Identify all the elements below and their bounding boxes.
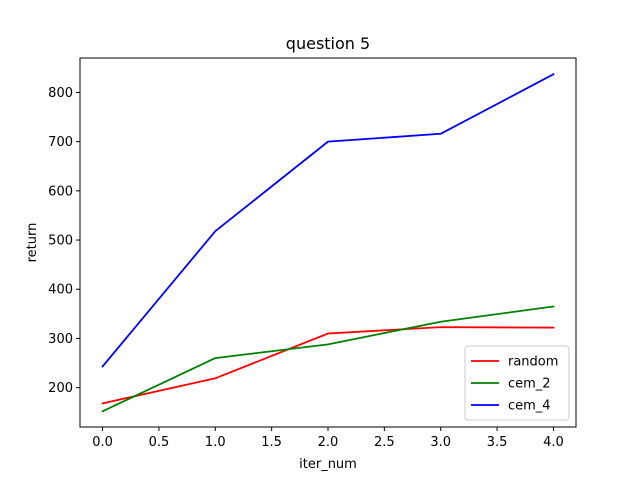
y-tick-label: 300 (48, 332, 73, 347)
x-axis-label: iter_num (299, 457, 357, 472)
series-layer (101, 73, 555, 413)
y-axis-label: return (25, 223, 40, 263)
legend-label-random: random (508, 355, 558, 370)
series-line-random (101, 326, 555, 405)
x-tick-label: 2.0 (318, 435, 339, 450)
y-tick-label: 400 (48, 283, 73, 298)
legend-label-cem_2: cem_2 (508, 377, 551, 392)
y-axis: 200 300 400 500 600 700 800 (48, 86, 80, 396)
x-axis: 0.0 0.5 1.0 1.5 2.0 2.5 3.0 3.5 4.0 (92, 427, 564, 450)
legend-box (464, 345, 570, 421)
chart-title: question 5 (286, 34, 370, 53)
series-line-cem_4 (101, 73, 555, 368)
x-tick-label: 1.5 (261, 435, 282, 450)
y-tick-label: 200 (48, 381, 73, 396)
x-tick-label: 3.0 (430, 435, 451, 450)
x-tick-label: 1.0 (205, 435, 226, 450)
x-tick-label: 0.0 (92, 435, 113, 450)
y-tick-label: 800 (48, 86, 73, 101)
series-line-cem_2 (101, 305, 555, 413)
x-tick-label: 2.5 (374, 435, 395, 450)
x-tick-label: 4.0 (543, 435, 564, 450)
legend-label-cem_4: cem_4 (508, 399, 551, 414)
x-tick-label: 3.5 (487, 435, 508, 450)
legend: random cem_2 cem_4 (464, 345, 570, 421)
y-tick-label: 500 (48, 234, 73, 249)
x-tick-label: 0.5 (149, 435, 170, 450)
y-tick-label: 700 (48, 135, 73, 150)
y-tick-label: 600 (48, 184, 73, 199)
